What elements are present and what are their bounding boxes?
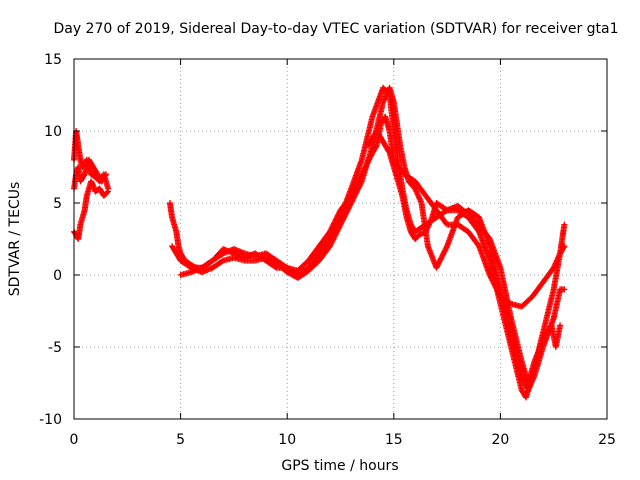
y-tick-label: -10 [39, 412, 62, 428]
data-point [442, 245, 449, 252]
data-point [362, 164, 369, 171]
data-point [219, 258, 226, 265]
y-tick-label: 0 [53, 268, 62, 284]
data-points [71, 84, 568, 401]
data-point [364, 160, 371, 167]
data-point [360, 167, 367, 174]
data-point [439, 252, 446, 259]
chart-title: Day 270 of 2019, Sidereal Day-to-day VTE… [53, 21, 618, 37]
data-point [327, 227, 334, 234]
x-axis-title: GPS time / hours [281, 458, 398, 474]
plot-frame [73, 58, 608, 420]
data-point [334, 213, 341, 220]
data-point [348, 198, 355, 205]
data-point [336, 209, 343, 216]
series [365, 128, 564, 386]
data-point [433, 264, 440, 271]
data-point [365, 157, 372, 164]
y-tick-label: 5 [53, 196, 62, 212]
data-point [358, 171, 365, 178]
data-point [561, 286, 568, 293]
data-point [440, 249, 447, 256]
series [177, 113, 568, 310]
data-point [336, 222, 343, 229]
data-point [488, 274, 495, 281]
data-point [436, 258, 443, 265]
data-point [329, 223, 336, 230]
data-point [561, 221, 568, 228]
data-point [330, 236, 337, 243]
data-point [326, 243, 333, 250]
data-point [272, 264, 279, 270]
data-point [328, 239, 335, 246]
data-point [352, 184, 359, 191]
data-point [330, 220, 337, 227]
data-point [333, 229, 340, 236]
data-point [338, 218, 345, 225]
axis-ticks: 0 5 10 15 20 25 -10 -5 0 5 10 15 [39, 52, 616, 448]
data-point [102, 171, 109, 178]
data-point [340, 216, 347, 223]
data-point [561, 243, 568, 250]
data-point [354, 180, 361, 187]
data-point [350, 187, 357, 194]
data-point [346, 202, 353, 209]
x-tick-label: 0 [70, 432, 79, 448]
data-point [105, 188, 112, 195]
x-tick-label: 15 [385, 432, 403, 448]
data-point [342, 212, 349, 219]
y-axis-title: SDTVAR / TECUs [7, 182, 23, 297]
data-point [332, 216, 339, 223]
data-point [102, 172, 109, 179]
data-point [343, 209, 350, 216]
data-point [335, 225, 342, 232]
data-point [345, 205, 352, 212]
x-tick-label: 25 [598, 432, 616, 448]
data-point [355, 177, 362, 184]
data-point [332, 232, 339, 239]
data-point [367, 153, 374, 160]
data-point [491, 281, 498, 288]
y-tick-label: 10 [44, 124, 62, 140]
data-point [557, 322, 564, 329]
data-point [348, 191, 355, 198]
y-tick-label: 15 [44, 52, 62, 68]
data-point [357, 173, 364, 180]
x-tick-label: 10 [278, 432, 296, 448]
data-point [104, 189, 111, 196]
x-tick-label: 5 [176, 432, 185, 448]
data-point [494, 288, 501, 295]
x-tick-label: 20 [491, 432, 509, 448]
data-point [560, 244, 567, 251]
data-point [373, 143, 380, 150]
y-tick-label: -5 [48, 340, 62, 356]
